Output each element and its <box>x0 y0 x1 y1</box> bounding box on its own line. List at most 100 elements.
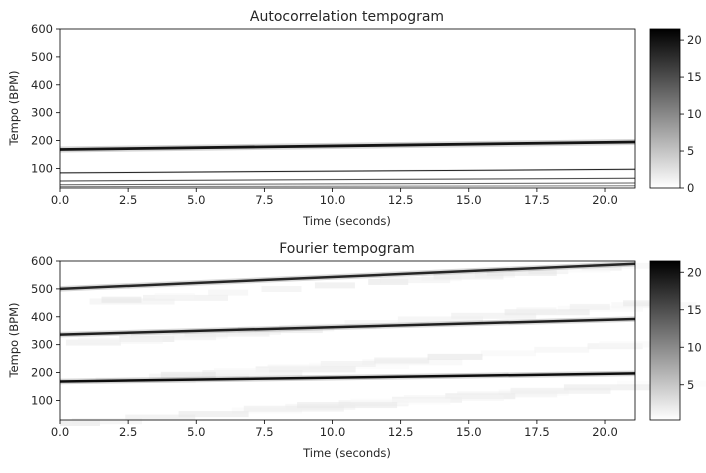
y-tick-label: 600 <box>31 22 53 36</box>
background-texture <box>569 303 610 310</box>
y-tick-label: 300 <box>31 106 53 120</box>
fourier-colorbar-ticks: 5 10 15 20 <box>680 265 702 392</box>
x-tick-label: 12.5 <box>388 193 414 207</box>
autocorrelation-plot-frame <box>59 28 636 189</box>
background-texture <box>534 346 590 353</box>
background-texture <box>314 282 355 289</box>
fourier-y-label: Tempo (BPM) <box>7 302 21 378</box>
tempo-ridge <box>59 177 636 182</box>
tempo-ridge <box>59 185 636 188</box>
background-texture <box>125 414 196 421</box>
x-tick-label: 15.0 <box>456 425 482 439</box>
background-texture <box>451 312 537 319</box>
x-tick-label: 2.5 <box>119 193 137 207</box>
y-tick-label: 100 <box>31 393 53 407</box>
colorbar-tick-label: 5 <box>687 378 694 392</box>
autocorrelation-panel: Autocorrelation tempogram 0.0 2.5 5.0 7.5 10… <box>7 9 702 228</box>
background-texture <box>350 398 451 405</box>
tempo-ridge <box>59 168 636 174</box>
background-texture <box>184 330 270 337</box>
background-texture <box>540 266 611 273</box>
x-tick-label: 10.0 <box>320 425 346 439</box>
autocorrelation-y-label: Tempo (BPM) <box>7 70 21 146</box>
autocorrelation-colorbar <box>649 28 681 189</box>
y-tick-label: 400 <box>31 310 53 324</box>
x-tick-label: 7.5 <box>255 425 273 439</box>
y-tick-label: 100 <box>31 161 53 175</box>
y-tick-label: 300 <box>31 338 53 352</box>
x-tick-label: 0.0 <box>51 425 69 439</box>
x-tick-label: 20.0 <box>592 193 618 207</box>
background-texture <box>380 277 451 284</box>
y-tick-label: 500 <box>31 50 53 64</box>
background-texture <box>427 353 483 360</box>
background-texture <box>208 289 249 296</box>
fourier-y-ticks: 100 200 300 400 500 600 <box>31 254 60 407</box>
autocorrelation-x-ticks: 0.0 2.5 5.0 7.5 10.0 12.5 15.0 17.5 20.0 <box>51 188 618 207</box>
tempo-ridge <box>59 317 636 336</box>
autocorrelation-colorbar-ticks: 0 5 10 15 20 <box>680 33 702 195</box>
background-texture <box>178 411 249 418</box>
autocorrelation-x-label: Time (seconds) <box>302 214 391 228</box>
background-texture <box>77 337 163 344</box>
background-texture <box>593 262 664 269</box>
x-tick-label: 5.0 <box>187 193 205 207</box>
background-texture <box>214 368 270 375</box>
background-texture <box>516 307 557 314</box>
colorbar-tick-label: 20 <box>687 33 702 47</box>
x-tick-label: 2.5 <box>119 425 137 439</box>
background-texture <box>237 327 323 334</box>
x-tick-label: 5.0 <box>187 425 205 439</box>
background-texture <box>71 418 142 425</box>
y-tick-label: 200 <box>31 134 53 148</box>
x-tick-label: 12.5 <box>388 425 414 439</box>
colorbar-tick-label: 20 <box>687 265 702 279</box>
fourier-plot-frame <box>59 260 636 421</box>
background-texture <box>623 300 664 307</box>
fourier-title: Fourier tempogram <box>279 241 415 257</box>
fourier-colorbar <box>649 260 681 421</box>
tempo-ridge <box>59 372 636 383</box>
x-tick-label: 17.5 <box>524 193 550 207</box>
colorbar-tick-label: 10 <box>687 107 702 121</box>
background-texture <box>403 395 504 401</box>
colorbar-tick-label: 0 <box>687 181 694 195</box>
tempo-ridge <box>59 262 636 291</box>
fourier-panel: Fourier tempogram 0.0 2.5 5.0 7.5 10.0 12.5 15… <box>7 241 706 460</box>
background-texture <box>131 334 217 341</box>
y-tick-label: 600 <box>31 254 53 268</box>
tempo-ridge <box>59 182 636 186</box>
colorbar-tick-label: 15 <box>687 303 702 317</box>
background-texture <box>261 286 302 292</box>
x-tick-label: 0.0 <box>51 193 69 207</box>
background-texture <box>267 364 323 371</box>
fourier-heatmap <box>59 261 706 426</box>
background-texture <box>510 387 611 394</box>
y-tick-label: 500 <box>31 282 53 296</box>
background-texture <box>297 402 398 409</box>
colorbar-tick-label: 5 <box>687 144 694 158</box>
x-tick-label: 17.5 <box>524 425 550 439</box>
autocorrelation-title: Autocorrelation tempogram <box>250 9 444 25</box>
fourier-x-label: Time (seconds) <box>302 446 391 460</box>
background-texture <box>486 269 557 276</box>
background-texture <box>344 320 430 326</box>
background-texture <box>101 296 142 303</box>
tempo-ridge <box>59 140 636 151</box>
x-tick-label: 10.0 <box>320 193 346 207</box>
background-texture <box>154 293 195 300</box>
background-texture <box>480 350 536 357</box>
x-tick-label: 20.0 <box>592 425 618 439</box>
colorbar-tick-label: 15 <box>687 70 702 84</box>
background-texture <box>563 384 664 391</box>
x-tick-label: 7.5 <box>255 193 273 207</box>
y-tick-label: 200 <box>31 366 53 380</box>
background-texture <box>374 357 430 364</box>
background-texture <box>320 361 376 367</box>
background-texture <box>457 391 558 398</box>
background-texture <box>599 341 685 348</box>
x-tick-label: 15.0 <box>456 193 482 207</box>
colorbar-tick-label: 10 <box>687 340 702 354</box>
background-texture <box>160 371 216 378</box>
